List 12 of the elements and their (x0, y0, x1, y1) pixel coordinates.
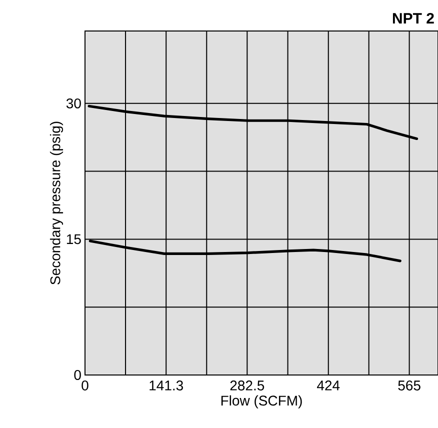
x-tick-label: 141.3 (150, 380, 183, 390)
y-axis-title: Secondary pressure (psig) (50, 122, 64, 284)
x-tick-label: 0 (82, 380, 88, 390)
chart-title: NPT 2 (392, 12, 434, 24)
y-tick-label: 15 (66, 234, 81, 244)
x-axis-title: Flow (SCFM) (221, 395, 302, 408)
x-tick-label: 565 (398, 380, 420, 390)
line-series (88, 240, 402, 262)
y-tick-label: 0 (74, 370, 81, 380)
x-tick-label: 282.5 (230, 380, 264, 390)
y-tick-label: 30 (66, 98, 81, 108)
x-tick-label: 424 (317, 380, 340, 390)
